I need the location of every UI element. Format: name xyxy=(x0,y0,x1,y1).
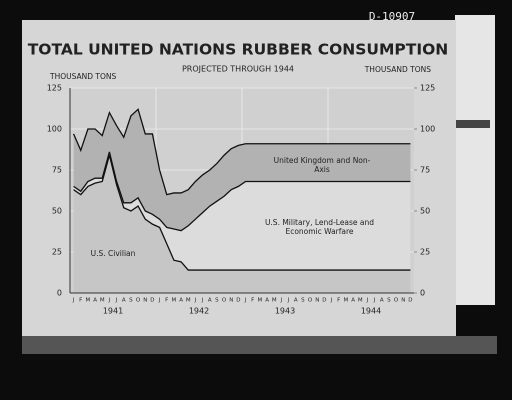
area-edge xyxy=(73,151,411,232)
year-label: 1942 xyxy=(189,307,209,316)
x-tick-label: A xyxy=(93,298,97,304)
x-tick-label: J xyxy=(115,298,118,304)
y-tick-label: 50 xyxy=(52,207,62,216)
y2-tick-label: 25 xyxy=(420,248,430,257)
x-tick-label: D xyxy=(236,298,240,304)
x-tick-label: M xyxy=(258,298,263,304)
x-tick-label: D xyxy=(408,298,412,304)
x-tick-label: M xyxy=(344,298,349,304)
x-tick-label: J xyxy=(280,298,283,304)
x-tick-label: J xyxy=(330,298,333,304)
x-tick-label: J xyxy=(287,298,290,304)
chart-subtitle: PROJECTED THROUGH 1944 xyxy=(182,65,294,74)
year-label: 1944 xyxy=(361,307,381,316)
x-tick-label: N xyxy=(315,298,319,304)
x-tick-label: M xyxy=(86,298,91,304)
x-tick-label: J xyxy=(108,298,111,304)
y2-tick-label: 50 xyxy=(420,207,430,216)
x-tick-label: J xyxy=(373,298,376,304)
x-tick-label: D xyxy=(150,298,154,304)
y2-tick-label: 125 xyxy=(420,84,435,93)
x-tick-label: M xyxy=(272,298,277,304)
area-band xyxy=(73,109,411,231)
x-tick-label: A xyxy=(380,298,384,304)
window-light xyxy=(455,15,495,305)
series-label: U.S. Civilian xyxy=(90,249,136,258)
chart-title: TOTAL UNITED NATIONS RUBBER CONSUMPTION xyxy=(28,41,449,59)
photo-id: D-10907 xyxy=(369,10,415,23)
y-tick-label: 100 xyxy=(47,125,62,134)
x-tick-label: A xyxy=(351,298,355,304)
area-edge xyxy=(73,155,411,271)
x-tick-label: J xyxy=(72,298,75,304)
series-label: United Kingdom and Non-Axis xyxy=(273,156,371,174)
y-axis-label: THOUSAND TONS xyxy=(49,72,117,81)
area-band xyxy=(73,155,411,293)
x-tick-label: A xyxy=(265,298,269,304)
x-tick-label: J xyxy=(158,298,161,304)
x-tick-label: S xyxy=(301,298,305,304)
y2-tick-label: 100 xyxy=(420,125,435,134)
x-tick-label: S xyxy=(215,298,219,304)
y-tick-label: 25 xyxy=(52,248,62,257)
x-tick-label: S xyxy=(387,298,391,304)
x-tick-label: N xyxy=(143,298,147,304)
x-tick-label: A xyxy=(122,298,126,304)
x-tick-label: F xyxy=(165,298,168,304)
x-tick-label: M xyxy=(186,298,191,304)
x-tick-label: O xyxy=(394,298,399,304)
x-tick-label: N xyxy=(401,298,405,304)
frame-bar xyxy=(455,120,490,128)
y2-axis-label: THOUSAND TONS xyxy=(364,65,432,74)
year-label: 1943 xyxy=(275,307,295,316)
series-label: U.S. Military, Lend-Lease and Economic W… xyxy=(264,218,375,236)
y-tick-label: 75 xyxy=(52,166,62,175)
x-tick-label: O xyxy=(222,298,227,304)
year-label: 1941 xyxy=(103,307,123,316)
ledge xyxy=(22,336,497,354)
x-tick-label: F xyxy=(337,298,340,304)
x-tick-label: N xyxy=(229,298,233,304)
y2-tick-label: 0 xyxy=(420,289,425,298)
x-tick-label: J xyxy=(366,298,369,304)
x-tick-label: S xyxy=(129,298,133,304)
x-tick-label: J xyxy=(194,298,197,304)
x-tick-label: O xyxy=(308,298,313,304)
x-tick-label: O xyxy=(136,298,141,304)
y2-tick-label: 75 xyxy=(420,166,430,175)
x-tick-label: J xyxy=(201,298,204,304)
x-tick-label: D xyxy=(322,298,326,304)
x-tick-label: F xyxy=(79,298,82,304)
area-edge xyxy=(72,108,411,196)
x-tick-label: M xyxy=(358,298,363,304)
x-tick-label: M xyxy=(100,298,105,304)
y-tick-label: 0 xyxy=(57,289,62,298)
x-tick-label: A xyxy=(179,298,183,304)
x-tick-label: M xyxy=(172,298,177,304)
x-tick-label: F xyxy=(251,298,254,304)
x-tick-label: J xyxy=(244,298,247,304)
x-tick-label: A xyxy=(208,298,212,304)
y-tick-label: 125 xyxy=(47,84,62,93)
x-tick-label: A xyxy=(294,298,298,304)
